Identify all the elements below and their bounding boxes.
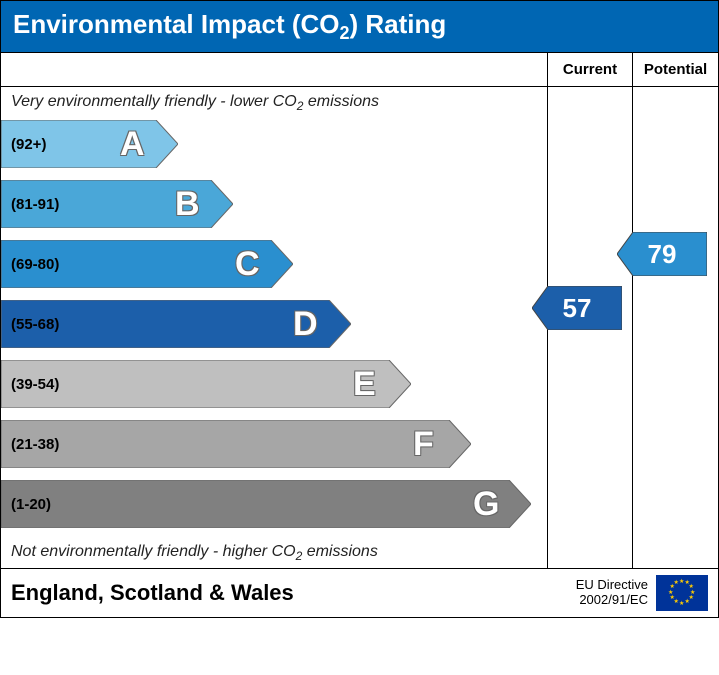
directive-line1: EU Directive xyxy=(576,577,648,592)
top-caption-prefix: Very environmentally friendly - lower CO xyxy=(11,93,297,110)
band-letter-label: C xyxy=(235,245,260,284)
potential-header: Potential xyxy=(633,53,718,87)
rating-pointer-value: 79 xyxy=(631,232,693,276)
band-row-e: (39-54) E xyxy=(1,357,547,411)
band-range-label: (21-38) xyxy=(11,436,59,453)
band-bar: (21-38) F xyxy=(1,420,471,468)
band-row-a: (92+) A xyxy=(1,117,547,171)
band-bar: (92+) A xyxy=(1,120,178,168)
chart-area: Very environmentally friendly - lower CO… xyxy=(1,53,548,567)
title-prefix: Environmental Impact (CO xyxy=(13,9,340,39)
band-letter-label: A xyxy=(120,125,145,164)
directive-line2: 2002/91/EC xyxy=(579,592,648,607)
band-row-f: (21-38) F xyxy=(1,417,547,471)
eu-star-icon: ★ xyxy=(668,590,673,596)
footer: England, Scotland & Wales EU Directive 2… xyxy=(1,568,718,617)
eu-directive-text: EU Directive 2002/91/EC xyxy=(576,578,648,607)
band-bar: (81-91) B xyxy=(1,180,233,228)
bottom-caption: Not environmentally friendly - higher CO… xyxy=(1,537,547,567)
eu-star-icon: ★ xyxy=(669,595,674,601)
band-range-label: (92+) xyxy=(11,136,46,153)
region-label: England, Scotland & Wales xyxy=(11,580,576,606)
top-caption-suffix: emissions xyxy=(303,93,379,110)
top-caption: Very environmentally friendly - lower CO… xyxy=(1,87,547,117)
band-bar: (69-80) C xyxy=(1,240,293,288)
band-row-c: (69-80) C xyxy=(1,237,547,291)
band-bar: (39-54) E xyxy=(1,360,411,408)
band-range-label: (81-91) xyxy=(11,196,59,213)
bottom-caption-suffix: emissions xyxy=(302,543,378,560)
current-header: Current xyxy=(548,53,632,87)
band-range-label: (69-80) xyxy=(11,256,59,273)
current-column: Current 57 xyxy=(548,53,633,567)
eu-star-icon: ★ xyxy=(685,599,690,605)
main-area: Very environmentally friendly - lower CO… xyxy=(1,52,718,567)
title-suffix: ) Rating xyxy=(350,9,447,39)
eu-star-icon: ★ xyxy=(674,580,679,586)
band-letter-label: F xyxy=(413,425,434,464)
band-row-g: (1-20) G xyxy=(1,477,547,531)
eu-flag-icon: ★★★★★★★★★★★★ xyxy=(656,575,708,611)
chart-header-spacer xyxy=(1,53,547,87)
rating-chart-container: Environmental Impact (CO2) Rating Very e… xyxy=(0,0,719,618)
bottom-caption-prefix: Not environmentally friendly - higher CO xyxy=(11,543,296,560)
rating-pointer: 79 xyxy=(617,232,693,276)
band-range-label: (39-54) xyxy=(11,376,59,393)
band-letter-label: G xyxy=(473,485,499,524)
band-bar: (55-68) D xyxy=(1,300,351,348)
band-row-b: (81-91) B xyxy=(1,177,547,231)
title-sub: 2 xyxy=(340,23,350,43)
band-letter-label: E xyxy=(353,365,376,404)
band-letter-label: D xyxy=(293,305,318,344)
band-row-d: (55-68) D xyxy=(1,297,547,351)
rating-pointer: 57 xyxy=(532,286,608,330)
band-letter-label: B xyxy=(175,185,200,224)
bands-list: (92+) A (81-91) B (69-80) C (55-68) D (39-54… xyxy=(1,117,547,531)
eu-star-icon: ★ xyxy=(679,601,684,607)
band-range-label: (55-68) xyxy=(11,316,59,333)
band-bar: (1-20) G xyxy=(1,480,531,528)
rating-pointer-value: 57 xyxy=(546,286,608,330)
potential-column: Potential 79 xyxy=(633,53,718,567)
band-range-label: (1-20) xyxy=(11,496,51,513)
title-bar: Environmental Impact (CO2) Rating xyxy=(1,1,718,52)
